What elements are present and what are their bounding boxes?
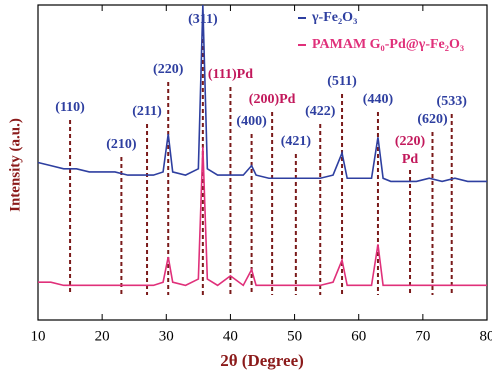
peak-label: (110) (55, 100, 85, 115)
x-tick-label: 20 (95, 328, 110, 344)
series-line (37, 4, 487, 183)
peak-label: (421) (281, 134, 312, 149)
x-axis-label: 2θ (Degree) (220, 351, 304, 370)
peak-label: (511) (327, 74, 357, 89)
y-axis-label: Intensity (a.u.) (7, 118, 23, 212)
peak-sublabel: Pd (402, 152, 419, 167)
peak-label: (211) (132, 104, 162, 119)
x-tick-label: 80 (480, 328, 492, 344)
x-tick-label: 60 (351, 328, 366, 344)
x-tick-label: 50 (287, 328, 302, 344)
peak-label: (422) (305, 104, 336, 119)
peak-label: (220) (153, 62, 184, 77)
peak-label: (533) (437, 94, 468, 109)
x-tick-label: 30 (159, 328, 174, 344)
peak-label: (200)Pd (249, 92, 296, 107)
peak-label: (220) (395, 134, 426, 149)
x-tick-label: 70 (415, 328, 430, 344)
x-tick-label: 40 (223, 328, 238, 344)
peak-label: (620) (417, 112, 448, 127)
legend-label: γ-Fe₂O₃ (311, 10, 357, 25)
plot-frame (37, 4, 488, 321)
peak-label: (210) (106, 137, 137, 152)
peak-label: (400) (236, 114, 267, 129)
peak-label: (111)Pd (208, 67, 253, 82)
x-tick-label: 10 (31, 328, 46, 344)
peak-label: (440) (363, 92, 394, 107)
legend-label: PAMAM G₀-Pd@γ-Fe₂O₃ (312, 37, 464, 52)
series-line (38, 146, 487, 287)
